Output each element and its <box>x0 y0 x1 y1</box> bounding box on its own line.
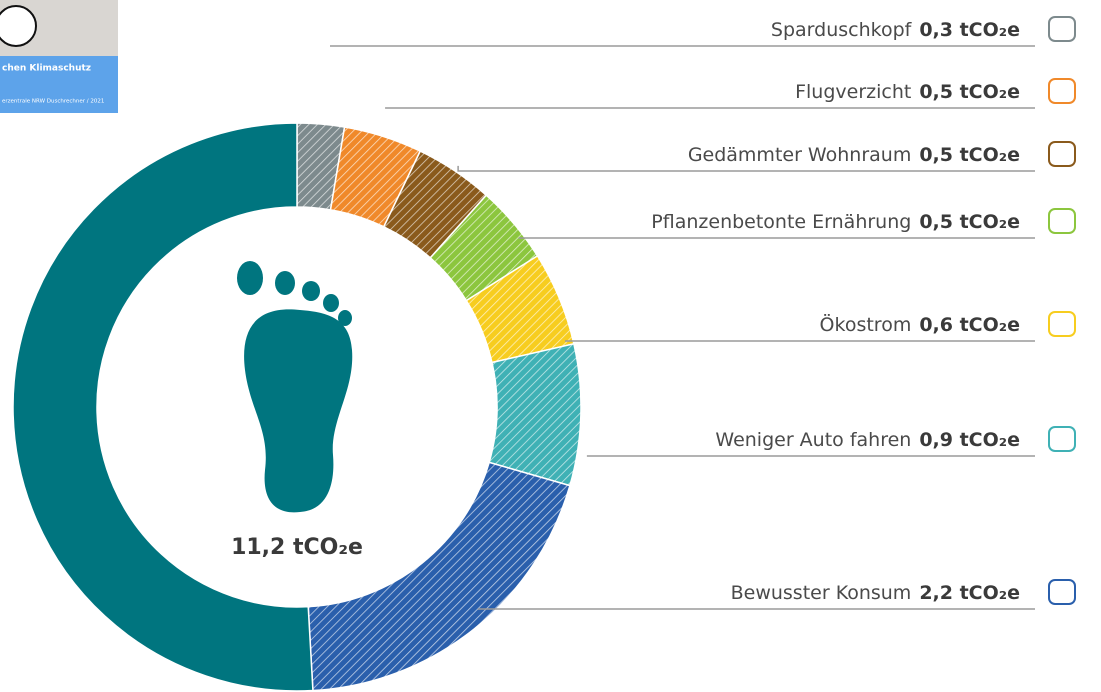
segment-label: Bewusster Konsum 2,2 tCO₂e <box>731 582 1020 604</box>
center-label: 11,2 tCO₂e <box>231 535 363 560</box>
segment-label: Pflanzenbetonte Ernährung 0,5 tCO₂e <box>651 211 1020 233</box>
category-icon <box>1048 426 1076 452</box>
inset-band <box>0 56 118 113</box>
category-icon <box>1048 141 1076 167</box>
segment-label: Weniger Auto fahren 0,9 tCO₂e <box>715 429 1020 451</box>
donut-segment <box>12 122 314 692</box>
donut-segment <box>488 342 582 487</box>
inset-source: erzentrale NRW Duschrechner / 2021 <box>2 99 104 105</box>
donut-segment <box>307 461 571 692</box>
category-icon <box>1048 311 1076 337</box>
category-icon <box>1048 208 1076 234</box>
leader-line <box>457 165 1035 172</box>
inset-screenshot: chen Klimaschutz erzentrale NRW Duschrec… <box>0 0 118 113</box>
inset-figure <box>0 5 37 47</box>
donut <box>12 122 582 692</box>
segment-label: Flugverzicht 0,5 tCO₂e <box>795 81 1020 103</box>
category-icon <box>1048 579 1076 605</box>
segment-label: Gedämmter Wohnraum 0,5 tCO₂e <box>688 144 1020 166</box>
labels: Sparduschkopf 0,3 tCO₂e Flugverzicht 0,5 tC… <box>330 16 1076 610</box>
inset-title: chen Klimaschutz <box>2 64 91 74</box>
category-icon <box>1048 16 1076 42</box>
category-icon <box>1048 78 1076 104</box>
segment-label: Sparduschkopf 0,3 tCO₂e <box>771 19 1020 41</box>
foot-icon <box>237 261 353 513</box>
segment-label: Ökostrom 0,6 tCO₂e <box>820 313 1020 336</box>
